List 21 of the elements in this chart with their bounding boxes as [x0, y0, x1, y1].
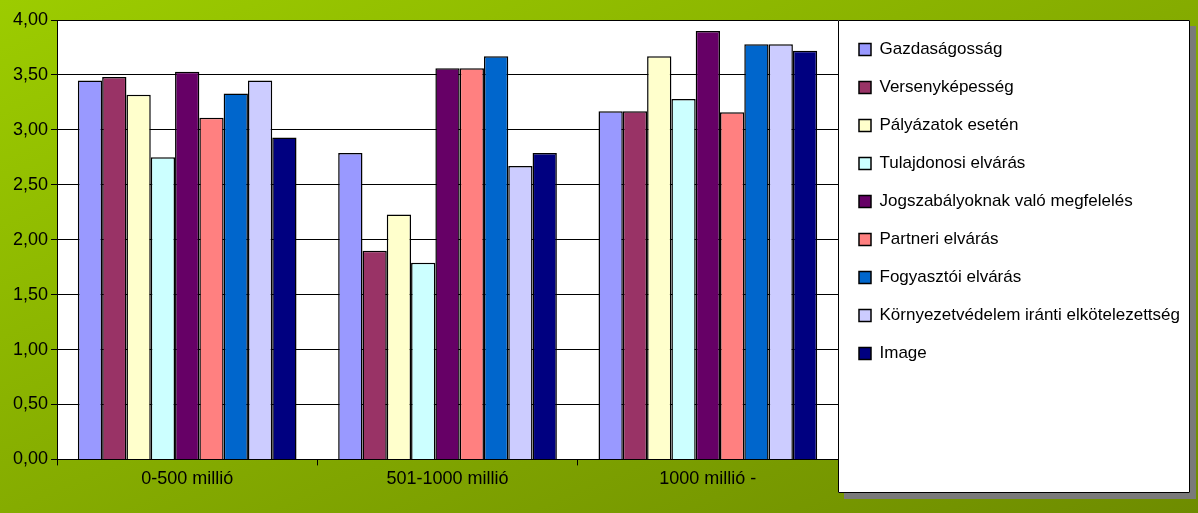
legend-label: Jogszabályoknak való megfelelés [879, 191, 1133, 211]
y-tick-label: 4,00 [12, 8, 49, 29]
y-tick-label: 1,00 [12, 338, 49, 359]
y-tick-label: 0,50 [12, 393, 49, 414]
legend-label: Versenyképesség [879, 77, 1014, 97]
legend-label: Tulajdonosi elvárás [879, 153, 1026, 173]
x-tick-label: 0-500 millió [141, 468, 234, 489]
y-tick-label: 3,00 [12, 118, 49, 139]
x-tick-label: 501-1000 millió [386, 468, 509, 489]
legend-label: Image [879, 343, 927, 363]
y-tick-label: 0,00 [12, 448, 49, 469]
legend-label: Pályázatok esetén [879, 115, 1019, 135]
legend-label: Partneri elvárás [879, 229, 999, 249]
y-tick-label: 3,50 [12, 63, 49, 84]
y-tick-label: 2,00 [12, 228, 49, 249]
legend-label: Környezetvédelem iránti elkötelezettség [879, 305, 1180, 325]
legend-label: Fogyasztói elvárás [879, 267, 1022, 287]
legend-label: Gazdaságosság [879, 39, 1003, 59]
y-tick-label: 1,50 [12, 283, 49, 304]
x-tick-label: 1000 millió - [659, 468, 757, 489]
y-tick-label: 2,50 [12, 173, 49, 194]
